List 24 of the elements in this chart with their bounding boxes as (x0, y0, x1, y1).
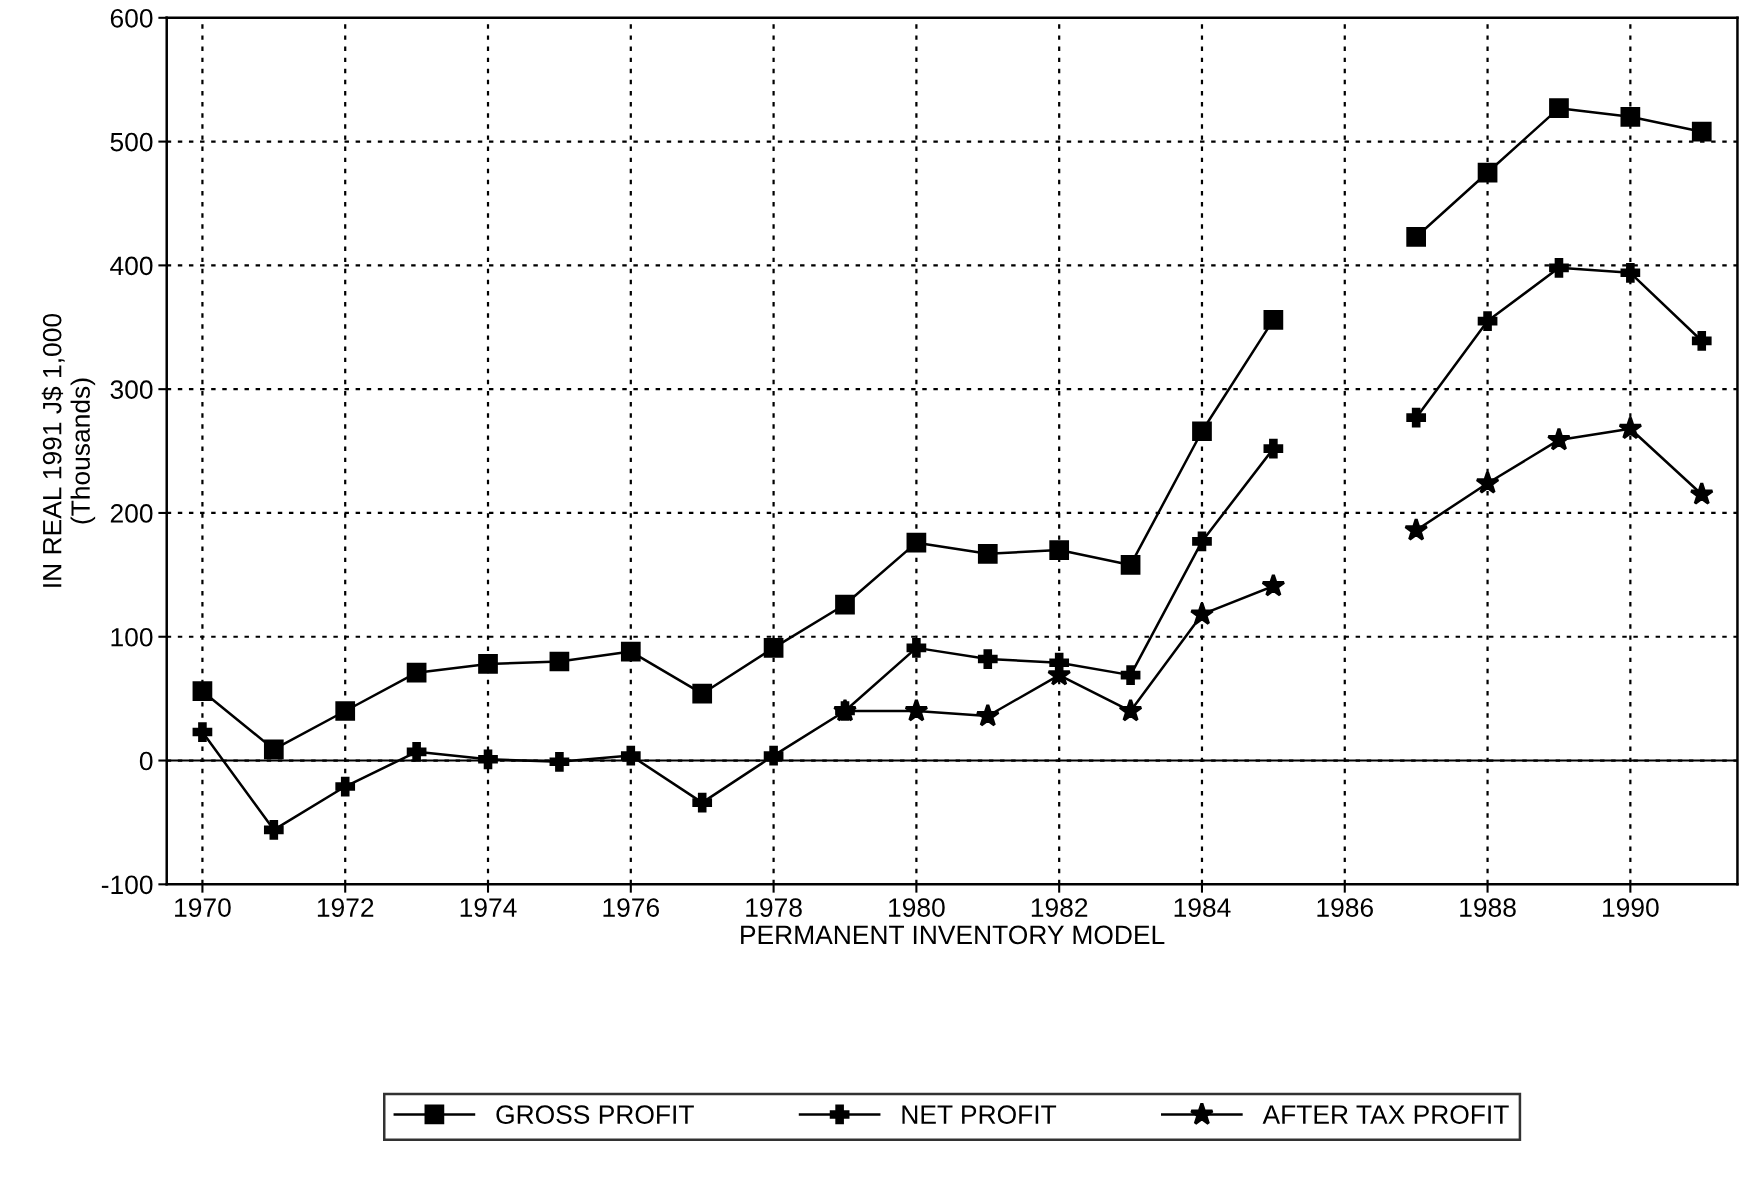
x-tick-label: 1982 (1031, 898, 1088, 917)
legend-label: AFTER TAX PROFIT (1262, 1105, 1509, 1124)
x-tick-label: 1990 (1603, 898, 1659, 917)
y-tick-label: 0 (139, 751, 153, 771)
y-tick-label: 400 (110, 256, 153, 276)
x-tick-label: 1974 (460, 898, 517, 917)
x-tick-label: 1972 (317, 898, 374, 917)
x-axis-title: PERMANENT INVENTORY MODEL (741, 925, 1165, 945)
y-axis-title: IN REAL 1991 J$ 1,000 (Thousands) (41, 313, 96, 587)
legend-label: GROSS PROFIT (496, 1105, 694, 1124)
x-tick-label: 1988 (1460, 898, 1516, 917)
y-tick-label: -100 (101, 875, 153, 895)
legend-label: NET PROFIT (902, 1105, 1057, 1124)
x-tick-label: 1970 (175, 898, 231, 917)
x-tick-label: 1978 (746, 898, 802, 917)
y-tick-label: 100 (111, 627, 153, 647)
y-tick-label: 300 (110, 380, 153, 399)
x-tick-label: 1980 (889, 898, 945, 917)
y-tick-label: 500 (110, 132, 153, 152)
x-tick-label: 1984 (1174, 898, 1231, 917)
x-tick-label: 1976 (603, 898, 659, 917)
y-tick-label: 200 (110, 504, 153, 523)
y-tick-label: 600 (110, 8, 153, 28)
x-tick-label: 1986 (1317, 898, 1373, 917)
